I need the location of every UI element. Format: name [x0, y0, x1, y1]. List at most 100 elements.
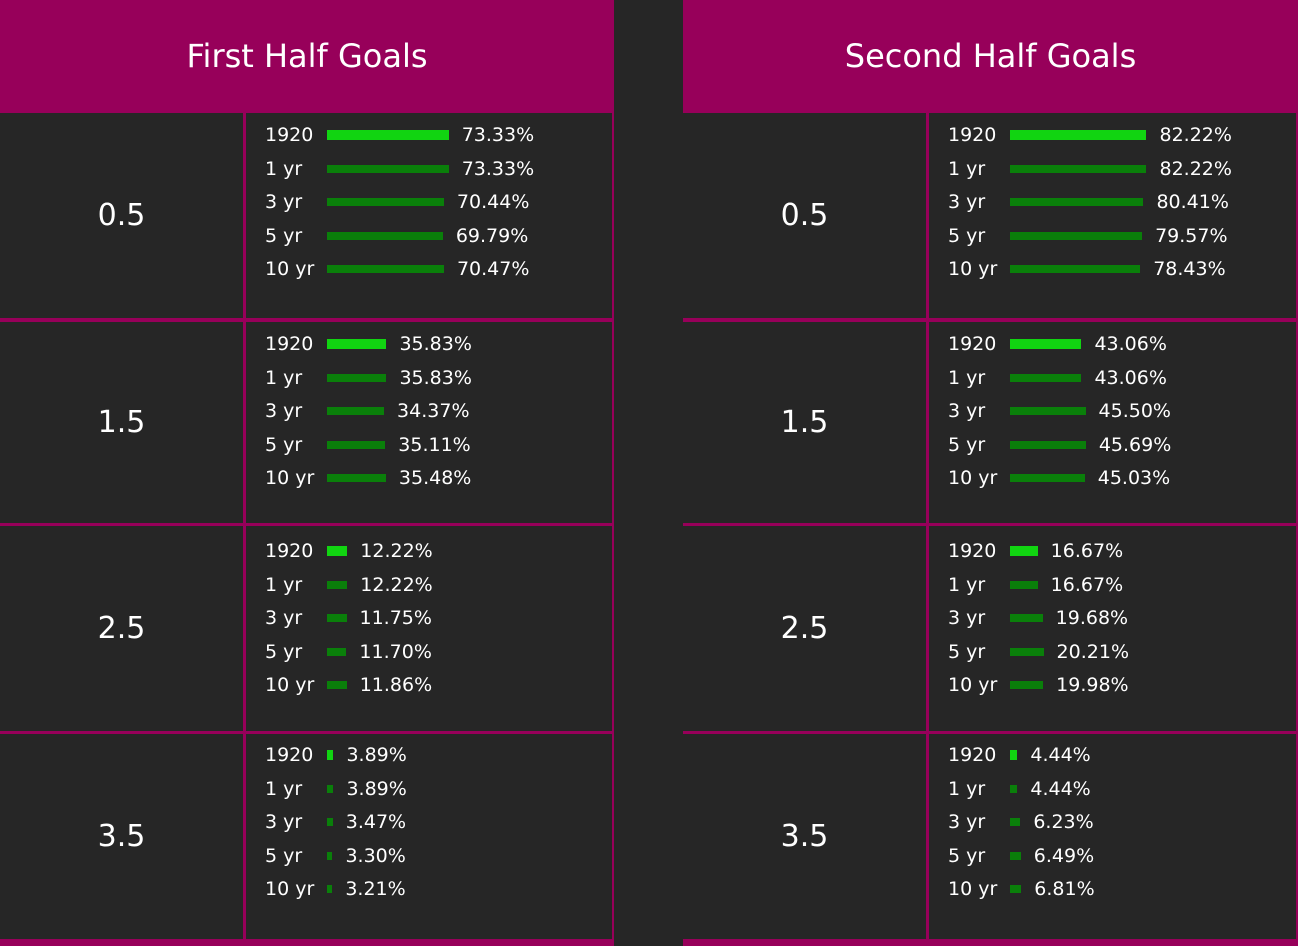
- bar-row: 1920 12.22%: [265, 539, 433, 563]
- data-label: 12.22%: [360, 573, 433, 596]
- data-label: 6.23%: [1033, 811, 1094, 834]
- series-label: 10 yr: [265, 467, 315, 490]
- bar-mark: [1010, 681, 1044, 690]
- data-label: 82.22%: [1159, 157, 1232, 180]
- bars-cell: 1920 82.22% 1 yr 82.22% 3 yr 80.41% 5 yr 79.57%…: [929, 113, 1296, 318]
- first-half-panel: First Half Goals 0.5 1920 73.33% 1 yr 73.33%…: [0, 0, 614, 946]
- series-label: 5 yr: [265, 640, 303, 663]
- bar-row: 3 yr 70.44%: [265, 190, 529, 214]
- goal-line-label: 1.5: [683, 322, 926, 523]
- bars-cell: 1920 35.83% 1 yr 35.83% 3 yr 34.37% 5 yr 35.11%…: [246, 322, 612, 523]
- data-label: 3.89%: [346, 777, 407, 800]
- bars-cell: 1920 73.33% 1 yr 73.33% 3 yr 70.44% 5 yr 69.79%…: [246, 113, 612, 318]
- series-label: 5 yr: [948, 640, 986, 663]
- bar-mark: [1010, 373, 1082, 382]
- bar-row: 3 yr 19.68%: [948, 606, 1128, 630]
- series-label: 1 yr: [948, 366, 986, 389]
- bar-mark: [327, 750, 334, 760]
- series-label: 1 yr: [265, 777, 303, 800]
- bar-row: 3 yr 80.41%: [948, 190, 1229, 214]
- series-label: 10 yr: [265, 258, 315, 281]
- bar-row: 1 yr 12.22%: [265, 573, 433, 597]
- series-label: 10 yr: [948, 258, 998, 281]
- goal-line-label: 2.5: [0, 526, 243, 731]
- bar-row: 1 yr 4.44%: [948, 777, 1091, 801]
- series-label: 1 yr: [265, 573, 303, 596]
- bar-row: 10 yr 35.48%: [265, 466, 471, 490]
- bar-row: 3 yr 3.47%: [265, 810, 406, 834]
- line-row: 1.5 1920 35.83% 1 yr 35.83% 3 yr 34.37% 5 yr 35.…: [0, 322, 614, 523]
- bar-row: 3 yr 6.23%: [948, 810, 1094, 834]
- bar-row: 1 yr 73.33%: [265, 157, 534, 181]
- bar-row: 10 yr 6.81%: [948, 877, 1095, 901]
- series-label: 5 yr: [265, 844, 303, 867]
- data-label: 70.44%: [456, 191, 530, 214]
- series-label: 3 yr: [948, 191, 986, 214]
- series-label: 1 yr: [265, 366, 303, 389]
- series-label: 1920: [948, 333, 997, 355]
- bar-mark: [1010, 885, 1022, 894]
- bar-mark: [327, 474, 386, 483]
- bar-mark: [1010, 784, 1018, 793]
- bar-mark: [1010, 407, 1086, 416]
- series-label: 1920: [265, 333, 314, 355]
- bar-mark: [327, 614, 347, 623]
- bar-row: 1920 73.33%: [265, 123, 534, 147]
- bar-row: 3 yr 11.75%: [265, 606, 432, 630]
- bar-row: 5 yr 79.57%: [948, 224, 1228, 248]
- data-label: 78.43%: [1153, 258, 1226, 281]
- goal-line-label: 1.5: [0, 322, 243, 523]
- bar-row: 5 yr 3.30%: [265, 844, 406, 868]
- bar-row: 10 yr 11.86%: [265, 673, 432, 697]
- data-label: 45.50%: [1098, 400, 1171, 423]
- bar-mark: [1010, 440, 1086, 449]
- line-row: 1.5 1920 43.06% 1 yr 43.06% 3 yr 45.50% 5 yr 45.…: [683, 322, 1298, 523]
- data-label: 3.89%: [346, 744, 407, 766]
- bar-mark: [327, 546, 348, 556]
- bar-row: 3 yr 34.37%: [265, 399, 470, 423]
- goal-line-label: 3.5: [683, 734, 926, 939]
- series-label: 5 yr: [948, 224, 986, 247]
- series-label: 5 yr: [265, 433, 303, 456]
- series-label: 3 yr: [265, 607, 303, 630]
- series-label: 1 yr: [948, 157, 986, 180]
- series-label: 1 yr: [948, 777, 986, 800]
- bar-mark: [1010, 818, 1021, 827]
- goal-line-label: 3.5: [0, 734, 243, 939]
- data-label: 16.67%: [1050, 573, 1124, 596]
- data-label: 79.57%: [1155, 224, 1228, 247]
- data-label: 20.21%: [1056, 640, 1129, 663]
- bar-mark: [1010, 750, 1018, 760]
- series-label: 3 yr: [265, 811, 303, 834]
- bars-cell: 1920 12.22% 1 yr 12.22% 3 yr 11.75% 5 yr 11.70%…: [246, 526, 612, 731]
- bar-mark: [1010, 647, 1044, 656]
- series-label: 1920: [948, 124, 997, 146]
- series-label: 1 yr: [265, 157, 303, 180]
- data-label: 3.21%: [345, 878, 406, 901]
- bar-row: 10 yr 78.43%: [948, 257, 1226, 281]
- bar-mark: [327, 265, 444, 274]
- series-label: 3 yr: [948, 607, 986, 630]
- bar-row: 1 yr 16.67%: [948, 573, 1123, 597]
- bar-mark: [327, 164, 449, 173]
- bar-mark: [1010, 546, 1038, 556]
- data-label: 19.68%: [1055, 607, 1129, 630]
- data-label: 43.06%: [1094, 366, 1167, 389]
- bar-mark: [327, 818, 333, 827]
- series-label: 5 yr: [265, 224, 303, 247]
- data-label: 35.11%: [398, 433, 471, 456]
- series-label: 1920: [265, 744, 314, 766]
- bar-row: 1920 3.89%: [265, 743, 407, 767]
- data-label: 11.70%: [359, 640, 432, 663]
- series-label: 1920: [265, 540, 314, 562]
- bar-row: 1 yr 43.06%: [948, 366, 1167, 390]
- bars-cell: 1920 4.44% 1 yr 4.44% 3 yr 6.23% 5 yr 6.49% 10 y…: [929, 734, 1296, 939]
- series-label: 1920: [265, 124, 314, 146]
- bar-row: 3 yr 45.50%: [948, 399, 1171, 423]
- series-label: 10 yr: [948, 467, 998, 490]
- series-label: 10 yr: [265, 878, 315, 901]
- bar-mark: [327, 440, 386, 449]
- bar-row: 5 yr 45.69%: [948, 433, 1171, 457]
- bar-row: 10 yr 3.21%: [265, 877, 406, 901]
- bar-mark: [1010, 198, 1144, 207]
